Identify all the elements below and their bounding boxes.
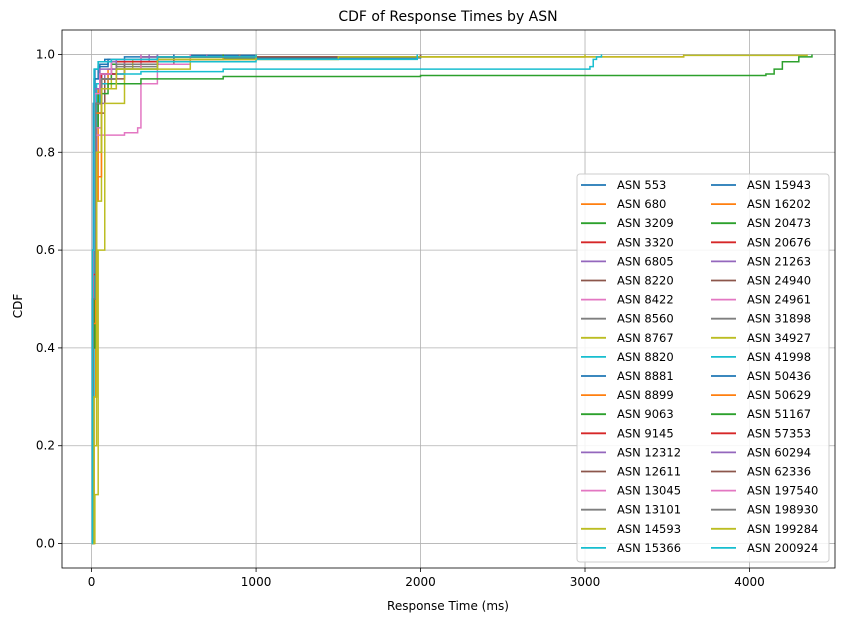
legend-label: ASN 8560 — [617, 312, 674, 326]
y-tick-label: 0.2 — [36, 439, 55, 453]
legend-label: ASN 6805 — [617, 254, 674, 268]
legend-label: ASN 51167 — [747, 407, 811, 421]
legend-label: ASN 197540 — [747, 484, 818, 498]
legend-label: ASN 9145 — [617, 426, 674, 440]
legend-label: ASN 3209 — [617, 216, 674, 230]
legend-label: ASN 8422 — [617, 293, 674, 307]
legend-label: ASN 15366 — [617, 541, 681, 555]
grid-lines — [62, 30, 835, 568]
legend-label: ASN 553 — [617, 178, 666, 192]
legend-label: ASN 24961 — [747, 293, 811, 307]
legend-label: ASN 8881 — [617, 369, 674, 383]
legend-label: ASN 8220 — [617, 274, 674, 288]
x-axis-label: Response Time (ms) — [387, 599, 509, 613]
legend-label: ASN 20676 — [747, 235, 811, 249]
legend-label: ASN 199284 — [747, 522, 818, 536]
legend-label: ASN 16202 — [747, 197, 811, 211]
series-line-asn-15366 — [91, 54, 603, 545]
legend-label: ASN 8767 — [617, 331, 674, 345]
y-tick-label: 0.6 — [36, 243, 55, 257]
legend-label: ASN 24940 — [747, 274, 811, 288]
legend-label: ASN 60294 — [747, 445, 811, 459]
axis-ticks: 0 1000 2000 3000 4000 0.0 0.2 0.4 0.6 0.8 1.0 — [36, 47, 765, 589]
legend-label: ASN 41998 — [747, 350, 811, 364]
y-tick-label: 0.8 — [36, 145, 55, 159]
legend-label: ASN 12611 — [617, 465, 681, 479]
legend-label: ASN 14593 — [617, 522, 681, 536]
legend-label: ASN 50436 — [747, 369, 811, 383]
legend-label: ASN 21263 — [747, 254, 811, 268]
series-line-asn-200924 — [91, 54, 257, 545]
legend-label: ASN 3320 — [617, 235, 674, 249]
legend-label: ASN 9063 — [617, 407, 674, 421]
x-tick-label: 2000 — [405, 575, 436, 589]
legend-label: ASN 200924 — [747, 541, 818, 555]
y-tick-label: 0.0 — [36, 537, 55, 551]
legend-label: ASN 62336 — [747, 465, 811, 479]
legend: ASN 553 ASN 680 ASN 3209 ASN 3320 ASN 6805 AS… — [576, 173, 830, 563]
x-tick-label: 4000 — [734, 575, 765, 589]
x-tick-label: 1000 — [241, 575, 272, 589]
chart-title: CDF of Response Times by ASN — [338, 9, 557, 25]
y-tick-label: 0.4 — [36, 341, 55, 355]
legend-label: ASN 12312 — [617, 445, 681, 459]
plot-series — [91, 54, 813, 545]
legend-label: ASN 20473 — [747, 216, 811, 230]
plot-frame — [61, 29, 836, 569]
y-tick-label: 1.0 — [36, 47, 55, 61]
legend-label: ASN 13045 — [617, 484, 681, 498]
x-tick-label: 3000 — [570, 575, 601, 589]
x-tick-label: 0 — [88, 575, 96, 589]
legend-label: ASN 13101 — [617, 503, 681, 517]
legend-label: ASN 50629 — [747, 388, 811, 402]
legend-label: ASN 8820 — [617, 350, 674, 364]
legend-label: ASN 680 — [617, 197, 666, 211]
legend-label: ASN 31898 — [747, 312, 811, 326]
legend-label: ASN 34927 — [747, 331, 811, 345]
y-axis-label: CDF — [11, 294, 25, 319]
legend-label: ASN 57353 — [747, 426, 811, 440]
legend-label: ASN 198930 — [747, 503, 818, 517]
legend-box — [576, 173, 830, 563]
legend-label: ASN 8899 — [617, 388, 674, 402]
legend-label: ASN 15943 — [747, 178, 811, 192]
